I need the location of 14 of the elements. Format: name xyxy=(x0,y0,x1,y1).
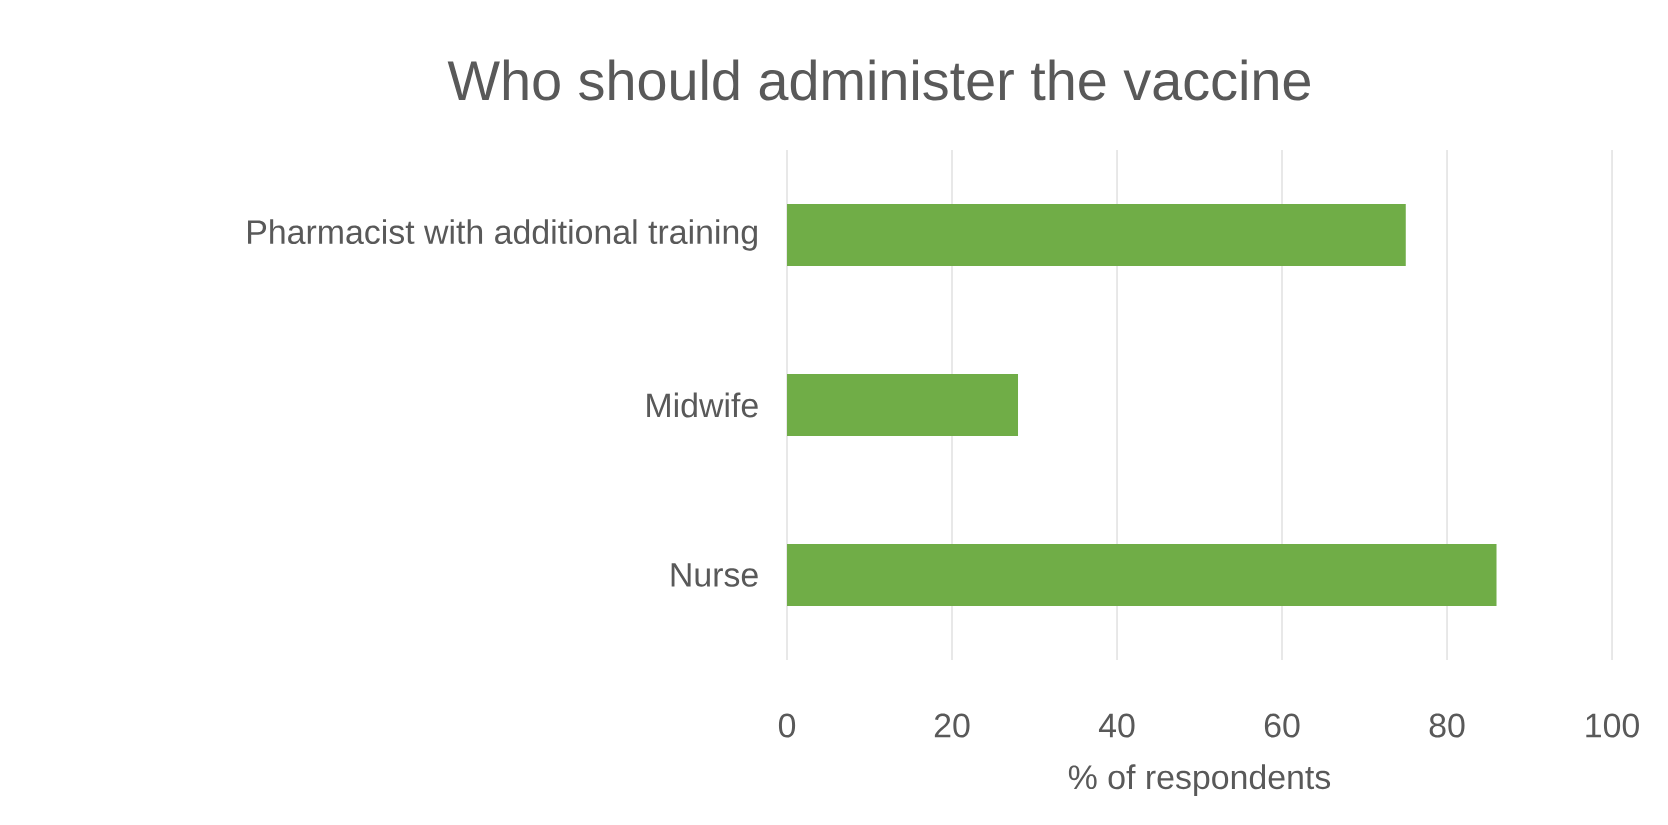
x-axis-title: % of respondents xyxy=(1068,764,1331,796)
y-tick-label: Nurse xyxy=(671,563,758,587)
x-tick-label: 80 xyxy=(1429,713,1465,738)
bar xyxy=(787,203,1406,266)
bar xyxy=(787,543,1497,606)
x-tick-label: 60 xyxy=(1264,713,1300,738)
x-tick-label: 100 xyxy=(1586,713,1639,738)
y-tick-label: Pharmacist with additional training xyxy=(248,219,757,251)
x-tick-label: 0 xyxy=(778,713,796,738)
bar xyxy=(787,373,1019,436)
chart-title: Who should administer the vaccine xyxy=(447,59,1310,101)
x-tick-label: 20 xyxy=(934,713,970,738)
y-tick-label: Midwife xyxy=(647,392,758,418)
x-tick-label: 40 xyxy=(1098,713,1135,738)
